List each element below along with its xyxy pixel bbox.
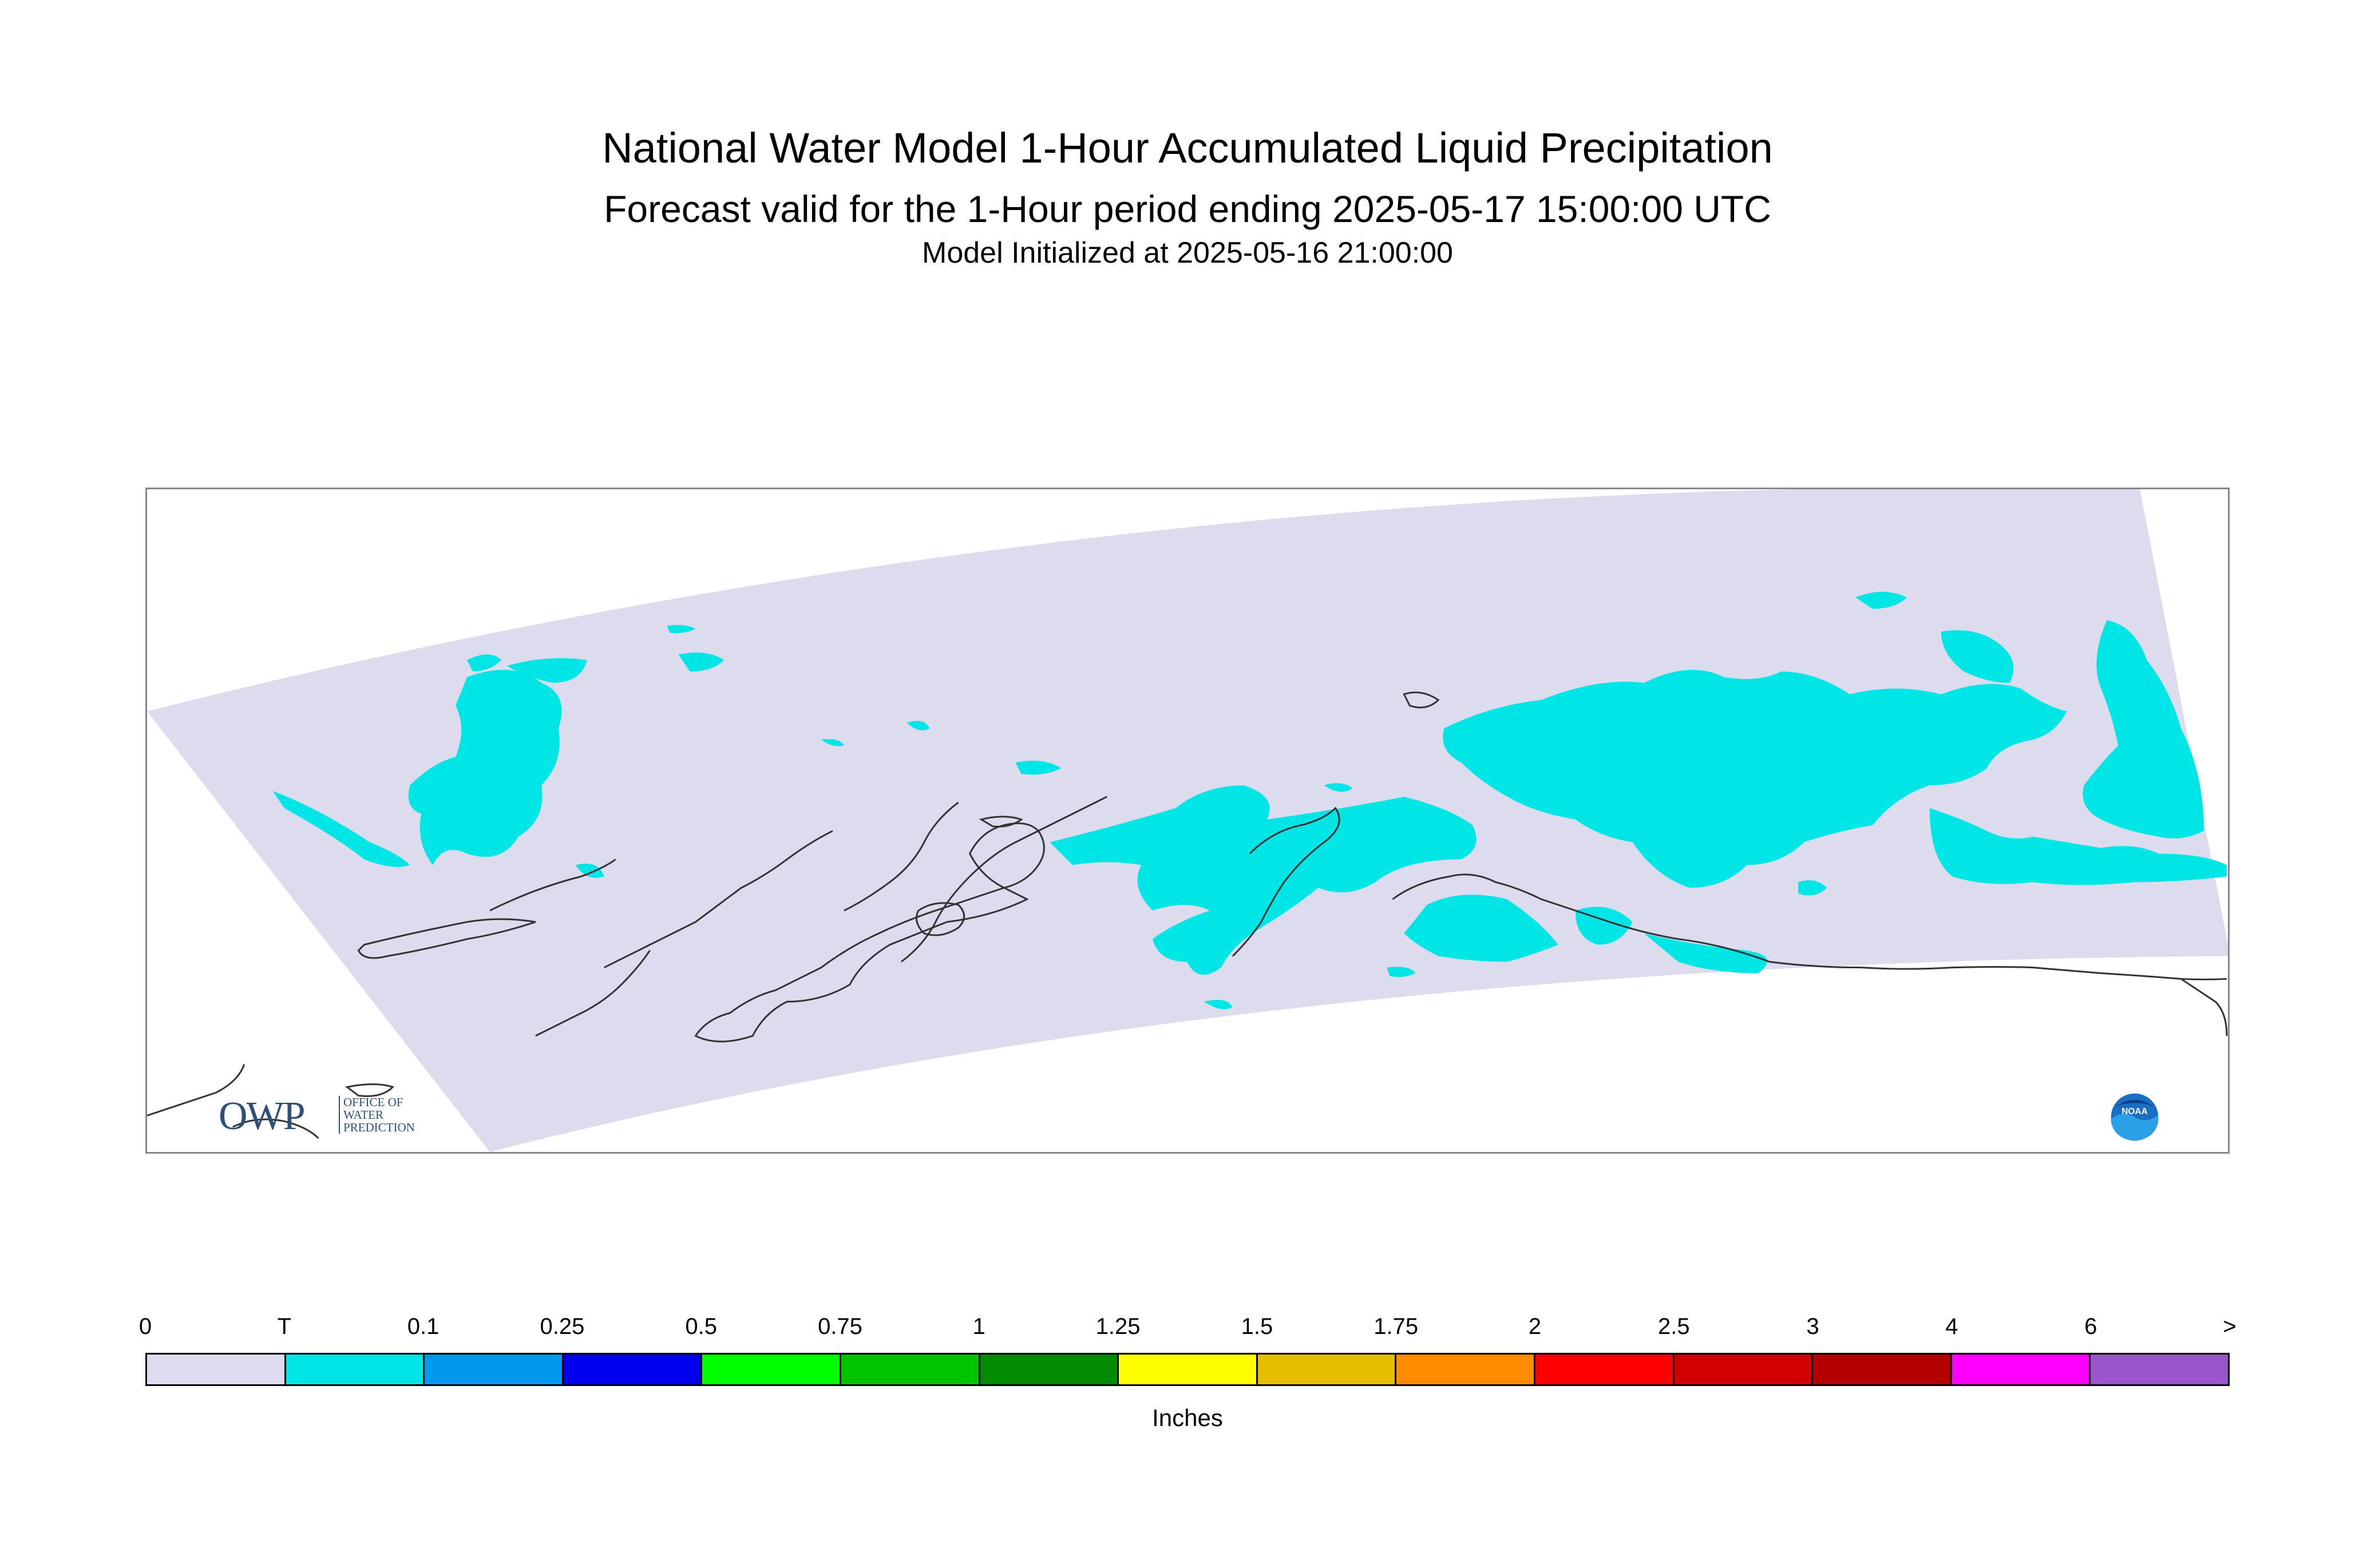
precip-patch-south-1 [1204, 1000, 1233, 1009]
legend-swatch [2091, 1355, 2228, 1384]
legend-swatch [286, 1355, 425, 1384]
legend-swatch [1813, 1355, 1952, 1384]
legend-tick-labels: 0 T 0.1 0.25 0.5 0.75 1 1.25 1.5 1.75 2 2.5 3 4 6 > [139, 1314, 2237, 1348]
owp-logo: OWP OFFICE OF WATER PREDICTION [219, 1088, 425, 1139]
owp-logo-line2: WATER [343, 1108, 383, 1122]
legend-tick-label: > [2223, 1314, 2237, 1339]
owp-logo-line1: OFFICE OF [343, 1095, 403, 1109]
legend-units-label: Inches [1152, 1404, 1223, 1431]
precip-patch-east-4 [1855, 592, 1907, 609]
precip-patch-west-5 [575, 864, 604, 878]
coastline-bering [147, 1064, 319, 1139]
precip-patch-east-2 [2083, 620, 2204, 839]
coastline-st-lawrence [357, 918, 536, 959]
coastline-cook-inlet [1232, 806, 1340, 957]
legend-swatch [425, 1355, 564, 1384]
model-initialized-text: Model Initialized at 2025-05-16 21:00:00 [922, 236, 1453, 270]
precip-patch-west-3 [506, 658, 587, 683]
noaa-logo-text: NOAA [2121, 1107, 2148, 1116]
legend-swatch [1396, 1355, 1535, 1384]
coastline-norton-sound [489, 858, 616, 912]
precip-patch-south-3 [1324, 783, 1353, 792]
precipitation-map [147, 489, 2228, 1152]
precip-patch-north-2 [667, 625, 696, 633]
owp-logo-subtext: OFFICE OF WATER PREDICTION [339, 1096, 415, 1134]
legend-tick-label: 0.5 [685, 1314, 717, 1339]
precip-patch-central-4 [1575, 906, 1633, 945]
precip-patch-mid-3 [821, 739, 844, 746]
precip-patch-west-2 [467, 654, 501, 672]
coastline-yukon-delta [535, 949, 651, 1037]
forecast-valid-subtitle: Forecast valid for the 1-Hour period end… [604, 188, 1771, 230]
legend-tick-label: 2 [1528, 1314, 1542, 1339]
precip-patch-west-1 [408, 670, 562, 865]
legend-tick-label: 0 [138, 1314, 152, 1339]
precip-patch-mid-1 [907, 720, 930, 731]
legend-swatch [147, 1355, 286, 1384]
color-legend-bar [145, 1353, 2230, 1386]
coastline-nunivak [345, 1083, 395, 1097]
legend-tick-label: 0.1 [407, 1314, 440, 1339]
legend-tick-label: 1.5 [1241, 1314, 1273, 1339]
legend-tick-label: 6 [2084, 1314, 2097, 1339]
legend-swatch [1257, 1355, 1397, 1384]
coastline-kenai [1392, 873, 2227, 981]
precip-patch-east-3 [1929, 808, 2227, 885]
precip-patch-central-5 [1644, 933, 1768, 973]
coastline-southeast [2180, 978, 2228, 1036]
precip-patch-central-3 [1404, 894, 1558, 962]
coastline-kodiak-island [916, 902, 965, 936]
coastline-lake-iliamna [979, 815, 1023, 827]
owp-logo-line3: PREDICTION [343, 1120, 415, 1134]
map-panel: OWP OFFICE OF WATER PREDICTION NOAA [145, 488, 2230, 1154]
legend-swatch [1674, 1355, 1814, 1384]
legend-tick-label: 0.25 [540, 1314, 585, 1339]
legend-tick-label: 1.25 [1095, 1314, 1141, 1339]
legend-swatch [1952, 1355, 2091, 1384]
precip-patch-west-4 [272, 791, 410, 867]
precipitation-patches [272, 592, 2227, 1009]
precip-patch-east-5 [1798, 880, 1827, 896]
coastline-alaska-peninsula [694, 886, 1029, 1043]
legend-tick-label: 1.75 [1373, 1314, 1419, 1339]
coastline-bristol-bay [968, 822, 1045, 889]
legend-tick-label: 4 [1945, 1314, 1958, 1339]
legend-tick-label: 3 [1806, 1314, 1819, 1339]
precip-patch-south-2 [1387, 967, 1416, 977]
coastline-northwest [1403, 691, 1440, 708]
legend-tick-label: 1 [972, 1314, 985, 1339]
legend-swatch [980, 1355, 1119, 1384]
legend-tick-label: 2.5 [1657, 1314, 1690, 1339]
precip-patch-mid-2 [1015, 761, 1062, 775]
page-title: National Water Model 1-Hour Accumulated … [602, 124, 1773, 172]
precip-patch-central-2 [1443, 670, 2067, 888]
legend-swatch [702, 1355, 841, 1384]
precip-patch-east-1 [1941, 630, 2014, 683]
legend-swatch [563, 1355, 703, 1384]
legend-tick-label: T [277, 1314, 292, 1339]
noaa-logo-icon: NOAA [2111, 1093, 2159, 1141]
legend-tick-label: 0.75 [818, 1314, 862, 1339]
coastline-mainland-west [604, 795, 1107, 969]
legend-swatch [1535, 1355, 1675, 1384]
legend-swatch [841, 1355, 980, 1384]
owp-logo-text: OWP [219, 1094, 306, 1138]
legend-swatch [1119, 1355, 1258, 1384]
precip-patch-north-1 [678, 652, 725, 672]
precip-patch-central-1 [1050, 785, 1477, 975]
coastlines [147, 691, 2228, 1139]
